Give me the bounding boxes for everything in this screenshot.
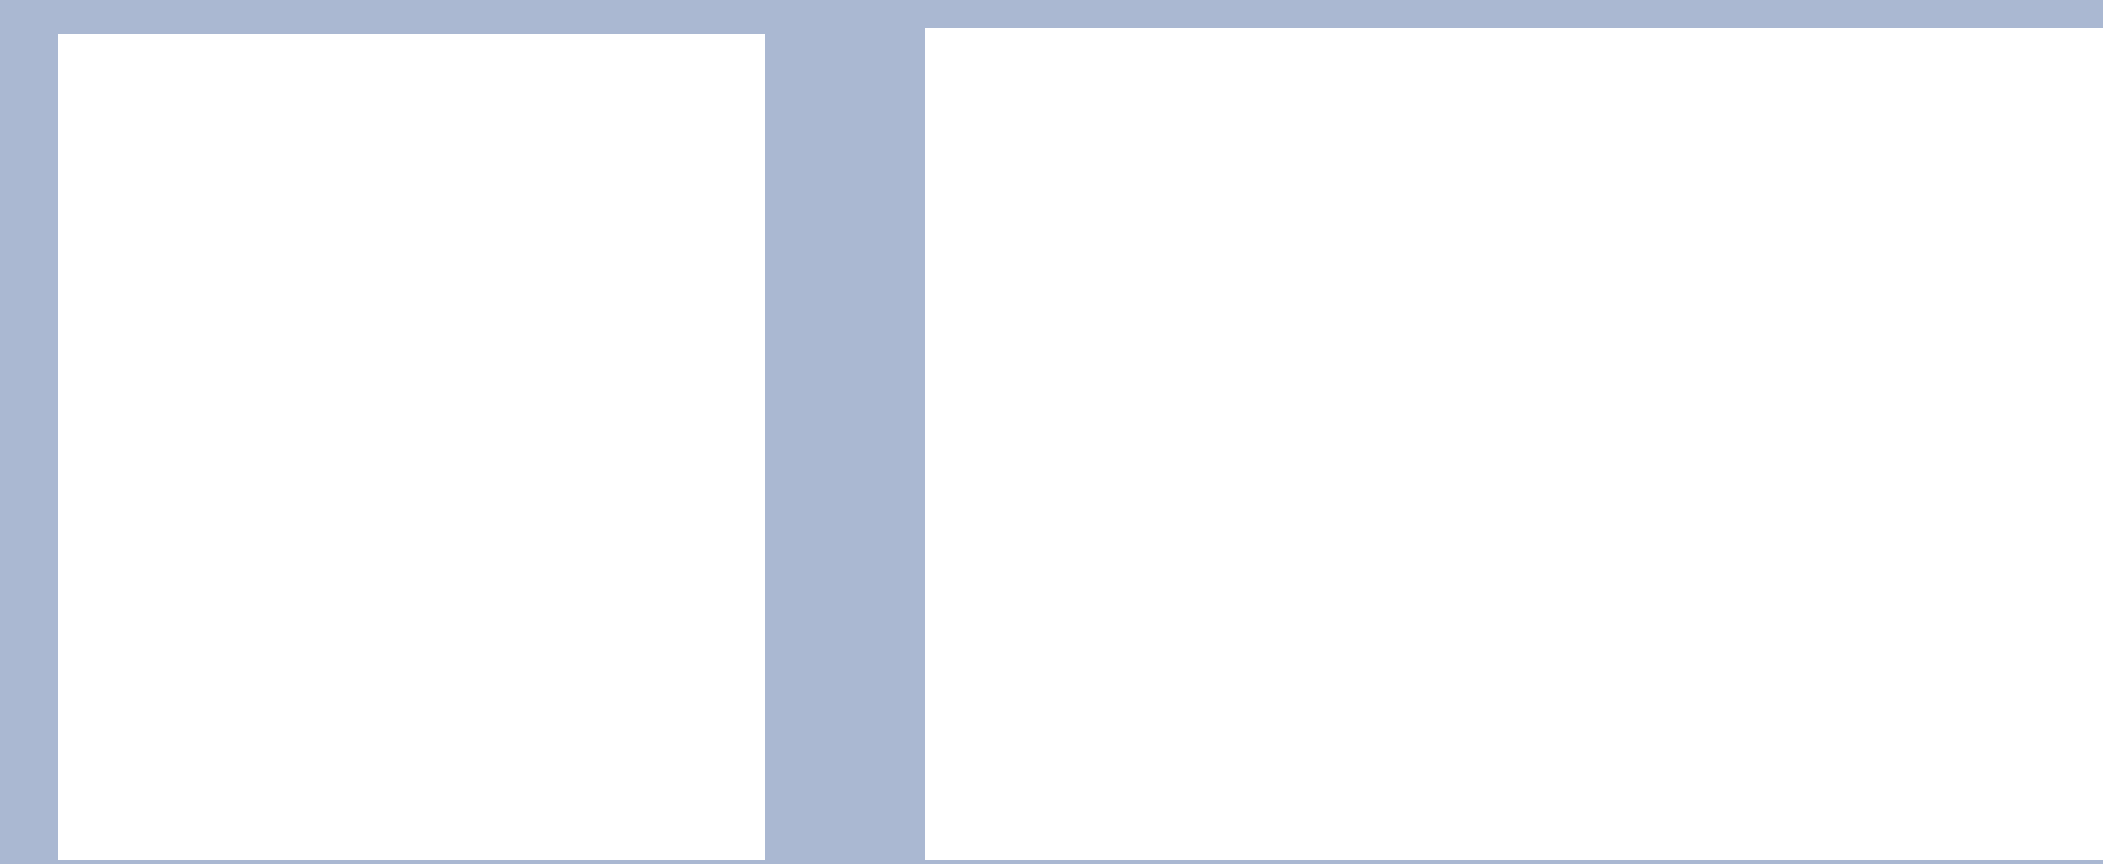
left-panel-background [58, 34, 765, 860]
right-panel-background [925, 28, 2103, 860]
